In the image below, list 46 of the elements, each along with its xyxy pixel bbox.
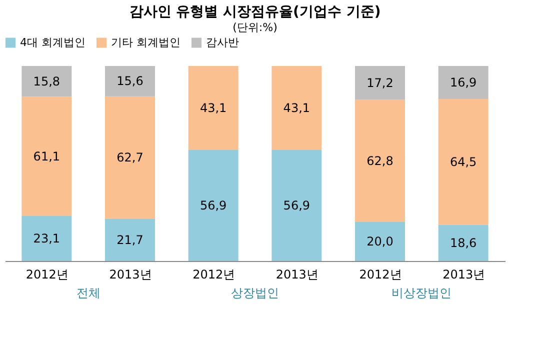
bar [188, 150, 238, 261]
chart-subtitle: (단위:%) [232, 21, 278, 34]
bar [22, 66, 72, 97]
bar [355, 100, 405, 222]
x-tick-label: 2012년 [359, 268, 402, 282]
text: 전체 [76, 286, 100, 300]
x-tick-label: 2013년 [276, 268, 318, 282]
data-label: 61,1 [33, 149, 60, 164]
data-label: 18,6 [450, 236, 477, 250]
data-label: 17,2 [366, 76, 394, 90]
bar [438, 224, 488, 261]
data-label: 56,9 [283, 198, 310, 213]
bar [105, 96, 155, 219]
x-tick-label: 2013년 [109, 268, 152, 282]
bar [22, 96, 72, 216]
data-label: 20,0 [366, 234, 394, 248]
data-label: 21,7 [116, 232, 144, 247]
bar [272, 150, 322, 261]
data-label: 62,8 [366, 154, 394, 168]
bar [22, 216, 72, 261]
chart-title: 감사인 유형별 시장점유율(기업수 기준) [129, 4, 381, 20]
bar [105, 66, 155, 96]
x-tick-label: 2013년 [442, 268, 486, 282]
data-label: 15,6 [116, 74, 144, 88]
data-label: 43,1 [283, 101, 310, 116]
bar [355, 66, 405, 100]
legend-label: 4대 회계법인 [20, 36, 86, 49]
text: 상장법인 [231, 286, 279, 300]
bar [438, 98, 488, 225]
data-label: 16,9 [450, 75, 477, 90]
data-label: 43,1 [200, 101, 227, 116]
data-label: 62,7 [116, 150, 144, 165]
data-label: 64,5 [450, 154, 477, 169]
x-tick-label: 2012년 [192, 268, 236, 282]
data-label: 56,9 [200, 198, 227, 213]
bar [188, 66, 238, 150]
text: 비상장법인 [392, 286, 452, 300]
data-label: 15,8 [33, 74, 60, 88]
bar [355, 222, 405, 261]
legend-label: 기타 회계법인 [111, 36, 180, 49]
x-tick-label: 2012년 [26, 268, 68, 282]
data-label: 23,1 [33, 231, 60, 246]
bar [105, 218, 155, 261]
bar [438, 66, 488, 99]
legend-label: 감사반 [206, 36, 239, 49]
bar [272, 66, 322, 150]
